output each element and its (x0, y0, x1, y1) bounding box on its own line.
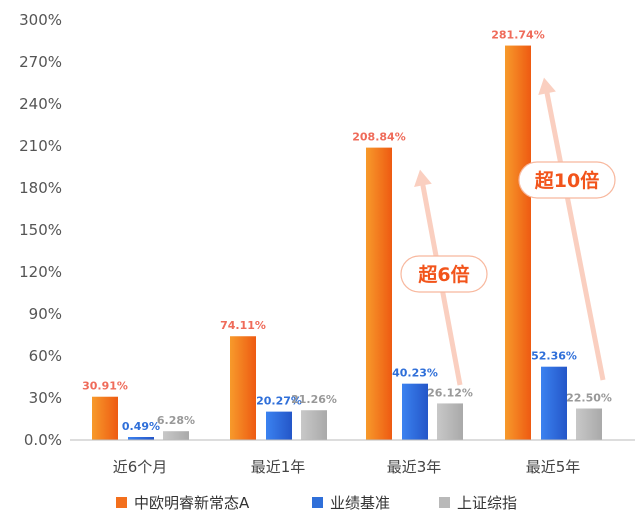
data-label: 26.12% (427, 386, 473, 399)
x-tick-label: 近6个月 (113, 458, 168, 476)
bar (576, 408, 602, 440)
data-label: 208.84% (352, 131, 405, 144)
bar (163, 431, 189, 440)
bar (402, 383, 428, 440)
y-tick-label: 300% (19, 11, 62, 29)
legend-swatch (439, 497, 450, 508)
bar (437, 403, 463, 440)
callout-text: 超10倍 (534, 169, 599, 192)
callouts: 超6倍 超10倍 (400, 161, 616, 293)
y-tick-label: 180% (19, 179, 62, 197)
x-tick-label: 最近1年 (251, 458, 306, 476)
data-labels: 30.91% 74.11% 208.84% 281.74% 0.49% 20.27% 40.… (82, 29, 612, 433)
data-label: 30.91% (82, 380, 128, 393)
bar (230, 336, 256, 440)
y-tick-label: 120% (19, 263, 62, 281)
callout-text: 超6倍 (417, 263, 469, 286)
bar (92, 396, 118, 440)
y-tick-label: 0.0% (24, 431, 62, 449)
legend-swatch (116, 497, 127, 508)
data-label: 281.74% (491, 29, 544, 42)
bars (92, 45, 602, 441)
x-tick-label: 最近3年 (387, 458, 442, 476)
bar (366, 147, 392, 440)
callout-box (400, 255, 488, 293)
y-tick-label: 60% (29, 347, 62, 365)
data-label: 21.26% (291, 393, 337, 406)
y-axis: 0.0% 30% 60% 90% 120% 150% 180% 210% 240% 270% 300… (19, 11, 62, 449)
data-label: 20.27% (256, 395, 302, 408)
growth-arrow (538, 77, 606, 381)
data-label: 74.11% (220, 319, 266, 332)
bar (541, 366, 567, 440)
bar (128, 437, 154, 440)
x-axis: 近6个月 最近1年 最近3年 最近5年 (70, 439, 635, 476)
x-tick-label: 最近5年 (526, 458, 581, 476)
callout-box (518, 161, 616, 199)
data-label: 22.50% (566, 392, 612, 405)
data-label: 40.23% (392, 367, 438, 380)
data-label: 6.28% (157, 414, 195, 427)
y-tick-label: 210% (19, 137, 62, 155)
legend-swatch (312, 497, 323, 508)
y-tick-label: 270% (19, 53, 62, 71)
y-tick-label: 240% (19, 95, 62, 113)
bar (301, 410, 327, 440)
bar (266, 411, 292, 440)
legend-label: 中欧明睿新常态A (134, 494, 250, 512)
legend: 中欧明睿新常态A 业绩基准 上证综指 (116, 494, 517, 512)
legend-label: 上证综指 (457, 494, 517, 512)
y-tick-label: 30% (29, 389, 62, 407)
bar (505, 45, 531, 441)
data-label: 0.49% (122, 420, 160, 433)
legend-label: 业绩基准 (330, 494, 390, 512)
data-label: 52.36% (531, 350, 577, 363)
y-tick-label: 150% (19, 221, 62, 239)
y-tick-label: 90% (29, 305, 62, 323)
